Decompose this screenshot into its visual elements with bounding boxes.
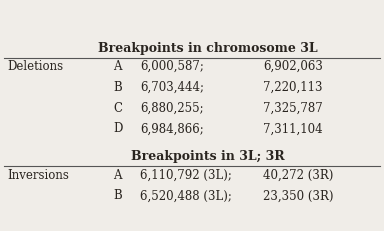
Text: 6,984,866;: 6,984,866; <box>140 122 204 135</box>
Text: 7,220,113: 7,220,113 <box>263 81 323 94</box>
Text: Breakpoints in chromosome 3L: Breakpoints in chromosome 3L <box>98 42 317 55</box>
Text: Deletions: Deletions <box>8 60 64 73</box>
Text: 40,272 (3R): 40,272 (3R) <box>263 169 333 182</box>
Text: 6,902,063: 6,902,063 <box>263 60 323 73</box>
Text: 6,000,587;: 6,000,587; <box>140 60 204 73</box>
Text: B: B <box>113 81 122 94</box>
Text: B: B <box>113 189 122 202</box>
Text: C: C <box>113 102 122 115</box>
Text: Breakpoints in 3L; 3R: Breakpoints in 3L; 3R <box>131 150 284 163</box>
Text: 6,703,444;: 6,703,444; <box>140 81 204 94</box>
Text: D: D <box>113 122 122 135</box>
Text: A: A <box>113 169 122 182</box>
Text: 23,350 (3R): 23,350 (3R) <box>263 189 334 202</box>
Text: A: A <box>113 60 122 73</box>
Text: 7,325,787: 7,325,787 <box>263 102 323 115</box>
Text: 7,311,104: 7,311,104 <box>263 122 323 135</box>
Text: 6,520,488 (3L);: 6,520,488 (3L); <box>140 189 232 202</box>
Text: 6,110,792 (3L);: 6,110,792 (3L); <box>140 169 232 182</box>
Text: Inversions: Inversions <box>8 169 70 182</box>
Text: 6,880,255;: 6,880,255; <box>140 102 204 115</box>
